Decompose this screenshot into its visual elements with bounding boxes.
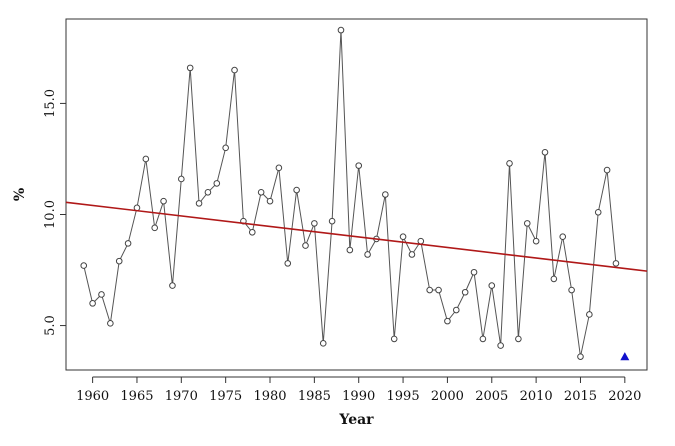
data-point [89, 300, 96, 307]
data-point [178, 175, 185, 183]
data-point [186, 64, 194, 72]
data-point [284, 260, 292, 267]
x-tick-label: 2015 [564, 389, 597, 404]
data-point [577, 353, 584, 360]
data-point [390, 335, 398, 343]
data-point [169, 282, 176, 289]
data-point [594, 208, 602, 216]
data-point [550, 275, 558, 283]
series-layer [65, 26, 648, 361]
x-tick-label: 1960 [76, 389, 109, 404]
data-point [124, 240, 132, 247]
y-axis-title: % [12, 188, 28, 201]
data-point [603, 166, 611, 174]
data-point [532, 237, 540, 245]
x-tick-label: 1990 [342, 389, 375, 404]
data-point [417, 237, 425, 245]
data-point [337, 26, 345, 34]
data-point [98, 291, 105, 298]
data-point [408, 251, 416, 258]
data-point [452, 306, 460, 314]
data-point [568, 286, 575, 294]
data-point [257, 188, 265, 196]
data-point [160, 197, 167, 205]
data-point [426, 286, 433, 294]
plot-frame [65, 18, 648, 371]
data-point [444, 317, 451, 325]
x-tick-label: 2010 [520, 389, 553, 404]
data-point [302, 242, 309, 249]
x-tick-label: 1985 [298, 389, 331, 404]
data-point [435, 286, 442, 294]
x-tick-label: 2000 [431, 389, 464, 404]
data-point [523, 220, 531, 227]
y-tick-label: 10.0 [43, 200, 58, 229]
trend-line [65, 201, 648, 272]
data-point [399, 233, 407, 241]
data-point [204, 188, 212, 196]
data-point [80, 262, 88, 269]
data-point [382, 191, 389, 198]
data-point [515, 335, 522, 343]
data-point [213, 180, 221, 187]
data-point [586, 311, 593, 318]
y-tick-label: 15.0 [43, 89, 58, 118]
x-tick-label: 2020 [608, 389, 641, 404]
data-point [488, 282, 496, 289]
marker-2020-triangle [620, 352, 630, 361]
data-point [319, 340, 327, 347]
data-point [195, 200, 203, 207]
data-point [115, 257, 123, 265]
x-tick-label: 2005 [475, 389, 508, 404]
data-point [222, 144, 229, 152]
x-tick-label: 1965 [120, 389, 153, 404]
x-tick-label: 1980 [253, 389, 286, 404]
data-point [231, 66, 238, 74]
data-point [506, 160, 513, 167]
data-point [266, 197, 274, 205]
data-point [541, 148, 549, 156]
data-point [151, 224, 159, 232]
data-point [142, 155, 150, 163]
x-tick-label: 1975 [209, 389, 242, 404]
data-point [293, 186, 300, 194]
x-tick-label: 1995 [387, 389, 420, 404]
data-point [355, 162, 363, 169]
data-point [328, 217, 336, 225]
data-point [461, 288, 469, 296]
data-point [479, 335, 487, 343]
data-point [612, 260, 620, 267]
data-point [559, 233, 567, 241]
y-axis: 5.0 10.0 15.0 [43, 89, 66, 336]
data-point [311, 220, 318, 227]
data-point [364, 251, 371, 258]
x-axis: 1960 1965 1970 1975 1980 1985 1990 1995 2000 2005… [76, 376, 641, 404]
x-axis-title: Year [338, 412, 374, 428]
y-tick-label: 5.0 [43, 315, 58, 336]
data-point [275, 164, 283, 172]
data-point [497, 342, 504, 349]
data-point [248, 228, 256, 236]
x-tick-label: 1970 [165, 389, 198, 404]
data-point [346, 246, 354, 254]
data-point [107, 320, 114, 327]
data-point [470, 268, 478, 276]
series-line-annual [83, 30, 617, 357]
